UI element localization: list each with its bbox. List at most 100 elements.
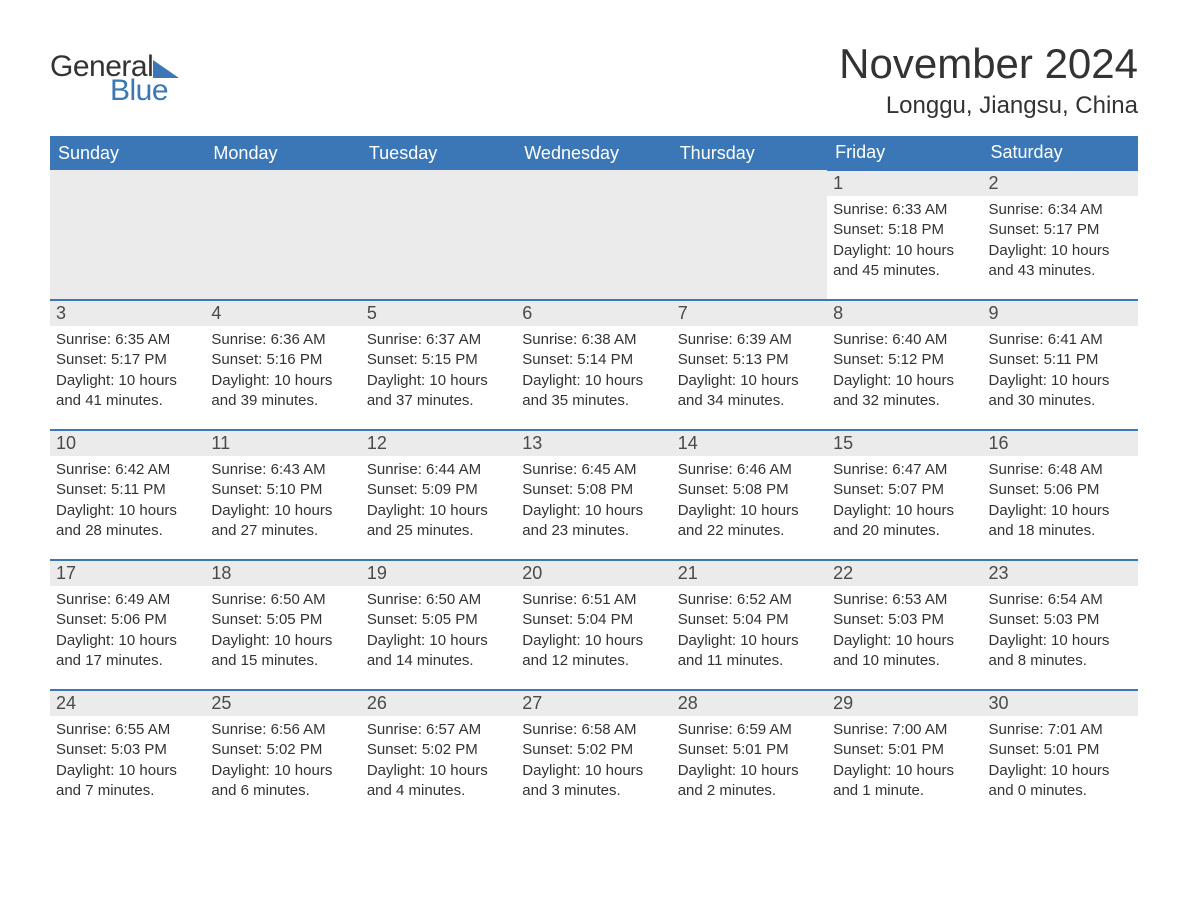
calendar-day-cell: 26Sunrise: 6:57 AMSunset: 5:02 PMDayligh…	[361, 690, 516, 820]
daylight-text: Daylight: 10 hours and 0 minutes.	[989, 761, 1132, 802]
sunrise-text: Sunrise: 6:50 AM	[367, 590, 510, 610]
day-details: Sunrise: 6:42 AMSunset: 5:11 PMDaylight:…	[50, 456, 205, 547]
calendar-empty-cell	[50, 170, 205, 300]
calendar-day-cell: 23Sunrise: 6:54 AMSunset: 5:03 PMDayligh…	[983, 560, 1138, 690]
sunset-text: Sunset: 5:06 PM	[56, 610, 199, 630]
daylight-text: Daylight: 10 hours and 12 minutes.	[522, 631, 665, 672]
sunrise-text: Sunrise: 6:52 AM	[678, 590, 821, 610]
sunset-text: Sunset: 5:02 PM	[367, 740, 510, 760]
location-subtitle: Longgu, Jiangsu, China	[839, 92, 1138, 120]
calendar-day-cell: 8Sunrise: 6:40 AMSunset: 5:12 PMDaylight…	[827, 300, 982, 430]
sunset-text: Sunset: 5:01 PM	[989, 740, 1132, 760]
daylight-text: Daylight: 10 hours and 8 minutes.	[989, 631, 1132, 672]
calendar-day-cell: 3Sunrise: 6:35 AMSunset: 5:17 PMDaylight…	[50, 300, 205, 430]
sunrise-text: Sunrise: 6:36 AM	[211, 330, 354, 350]
sunrise-text: Sunrise: 6:37 AM	[367, 330, 510, 350]
day-details: Sunrise: 6:33 AMSunset: 5:18 PMDaylight:…	[827, 196, 982, 287]
daylight-text: Daylight: 10 hours and 14 minutes.	[367, 631, 510, 672]
sunrise-text: Sunrise: 6:46 AM	[678, 460, 821, 480]
calendar-week-row: 1Sunrise: 6:33 AMSunset: 5:18 PMDaylight…	[50, 170, 1138, 300]
daylight-text: Daylight: 10 hours and 43 minutes.	[989, 241, 1132, 282]
daylight-text: Daylight: 10 hours and 11 minutes.	[678, 631, 821, 672]
calendar-body: 1Sunrise: 6:33 AMSunset: 5:18 PMDaylight…	[50, 170, 1138, 820]
day-details: Sunrise: 6:57 AMSunset: 5:02 PMDaylight:…	[361, 716, 516, 807]
sunrise-text: Sunrise: 6:56 AM	[211, 720, 354, 740]
daylight-text: Daylight: 10 hours and 28 minutes.	[56, 501, 199, 542]
sunset-text: Sunset: 5:12 PM	[833, 350, 976, 370]
day-details: Sunrise: 6:47 AMSunset: 5:07 PMDaylight:…	[827, 456, 982, 547]
day-number: 1	[827, 171, 982, 196]
day-details: Sunrise: 6:51 AMSunset: 5:04 PMDaylight:…	[516, 586, 671, 677]
day-details: Sunrise: 6:38 AMSunset: 5:14 PMDaylight:…	[516, 326, 671, 417]
day-number-empty	[50, 170, 205, 196]
calendar-day-cell: 5Sunrise: 6:37 AMSunset: 5:15 PMDaylight…	[361, 300, 516, 430]
sunset-text: Sunset: 5:03 PM	[989, 610, 1132, 630]
sunrise-text: Sunrise: 6:40 AM	[833, 330, 976, 350]
day-number: 18	[205, 561, 360, 586]
sunrise-text: Sunrise: 6:51 AM	[522, 590, 665, 610]
month-title: November 2024	[839, 40, 1138, 88]
daylight-text: Daylight: 10 hours and 45 minutes.	[833, 241, 976, 282]
day-number: 21	[672, 561, 827, 586]
day-number-empty	[516, 170, 671, 196]
calendar-day-cell: 30Sunrise: 7:01 AMSunset: 5:01 PMDayligh…	[983, 690, 1138, 820]
daylight-text: Daylight: 10 hours and 37 minutes.	[367, 371, 510, 412]
day-number: 7	[672, 301, 827, 326]
day-details: Sunrise: 6:53 AMSunset: 5:03 PMDaylight:…	[827, 586, 982, 677]
sunrise-text: Sunrise: 6:59 AM	[678, 720, 821, 740]
brand-logo: General Blue	[50, 40, 179, 108]
daylight-text: Daylight: 10 hours and 35 minutes.	[522, 371, 665, 412]
day-number: 19	[361, 561, 516, 586]
sunrise-text: Sunrise: 6:38 AM	[522, 330, 665, 350]
calendar-day-cell: 25Sunrise: 6:56 AMSunset: 5:02 PMDayligh…	[205, 690, 360, 820]
day-details: Sunrise: 6:45 AMSunset: 5:08 PMDaylight:…	[516, 456, 671, 547]
calendar-day-cell: 10Sunrise: 6:42 AMSunset: 5:11 PMDayligh…	[50, 430, 205, 560]
day-details: Sunrise: 7:00 AMSunset: 5:01 PMDaylight:…	[827, 716, 982, 807]
weekday-header: Thursday	[672, 136, 827, 170]
day-number: 17	[50, 561, 205, 586]
day-number: 30	[983, 691, 1138, 716]
day-details: Sunrise: 6:43 AMSunset: 5:10 PMDaylight:…	[205, 456, 360, 547]
sunset-text: Sunset: 5:15 PM	[367, 350, 510, 370]
day-number: 12	[361, 431, 516, 456]
day-details: Sunrise: 6:37 AMSunset: 5:15 PMDaylight:…	[361, 326, 516, 417]
sunset-text: Sunset: 5:09 PM	[367, 480, 510, 500]
daylight-text: Daylight: 10 hours and 30 minutes.	[989, 371, 1132, 412]
sunrise-text: Sunrise: 6:53 AM	[833, 590, 976, 610]
sunrise-text: Sunrise: 6:58 AM	[522, 720, 665, 740]
day-details: Sunrise: 6:56 AMSunset: 5:02 PMDaylight:…	[205, 716, 360, 807]
day-number: 5	[361, 301, 516, 326]
sunset-text: Sunset: 5:05 PM	[367, 610, 510, 630]
day-number: 20	[516, 561, 671, 586]
day-number: 29	[827, 691, 982, 716]
sunset-text: Sunset: 5:01 PM	[833, 740, 976, 760]
weekday-header-row: SundayMondayTuesdayWednesdayThursdayFrid…	[50, 136, 1138, 170]
title-block: November 2024 Longgu, Jiangsu, China	[839, 40, 1138, 130]
daylight-text: Daylight: 10 hours and 23 minutes.	[522, 501, 665, 542]
day-number: 6	[516, 301, 671, 326]
calendar-day-cell: 2Sunrise: 6:34 AMSunset: 5:17 PMDaylight…	[983, 170, 1138, 300]
day-details: Sunrise: 6:50 AMSunset: 5:05 PMDaylight:…	[361, 586, 516, 677]
calendar-empty-cell	[205, 170, 360, 300]
daylight-text: Daylight: 10 hours and 41 minutes.	[56, 371, 199, 412]
sunset-text: Sunset: 5:03 PM	[833, 610, 976, 630]
sunset-text: Sunset: 5:11 PM	[989, 350, 1132, 370]
sunset-text: Sunset: 5:17 PM	[56, 350, 199, 370]
day-number: 8	[827, 301, 982, 326]
calendar-day-cell: 14Sunrise: 6:46 AMSunset: 5:08 PMDayligh…	[672, 430, 827, 560]
daylight-text: Daylight: 10 hours and 3 minutes.	[522, 761, 665, 802]
day-details: Sunrise: 6:39 AMSunset: 5:13 PMDaylight:…	[672, 326, 827, 417]
page-header: General Blue November 2024 Longgu, Jiang…	[50, 40, 1138, 130]
sunset-text: Sunset: 5:02 PM	[522, 740, 665, 760]
day-details: Sunrise: 6:49 AMSunset: 5:06 PMDaylight:…	[50, 586, 205, 677]
day-number: 3	[50, 301, 205, 326]
sunset-text: Sunset: 5:04 PM	[678, 610, 821, 630]
day-number: 14	[672, 431, 827, 456]
calendar-day-cell: 12Sunrise: 6:44 AMSunset: 5:09 PMDayligh…	[361, 430, 516, 560]
sunset-text: Sunset: 5:11 PM	[56, 480, 199, 500]
day-number-empty	[672, 170, 827, 196]
calendar-day-cell: 7Sunrise: 6:39 AMSunset: 5:13 PMDaylight…	[672, 300, 827, 430]
calendar-day-cell: 21 Sunrise: 6:52 AMSunset: 5:04 PMDayligh…	[672, 560, 827, 690]
day-number: 24	[50, 691, 205, 716]
sunset-text: Sunset: 5:13 PM	[678, 350, 821, 370]
